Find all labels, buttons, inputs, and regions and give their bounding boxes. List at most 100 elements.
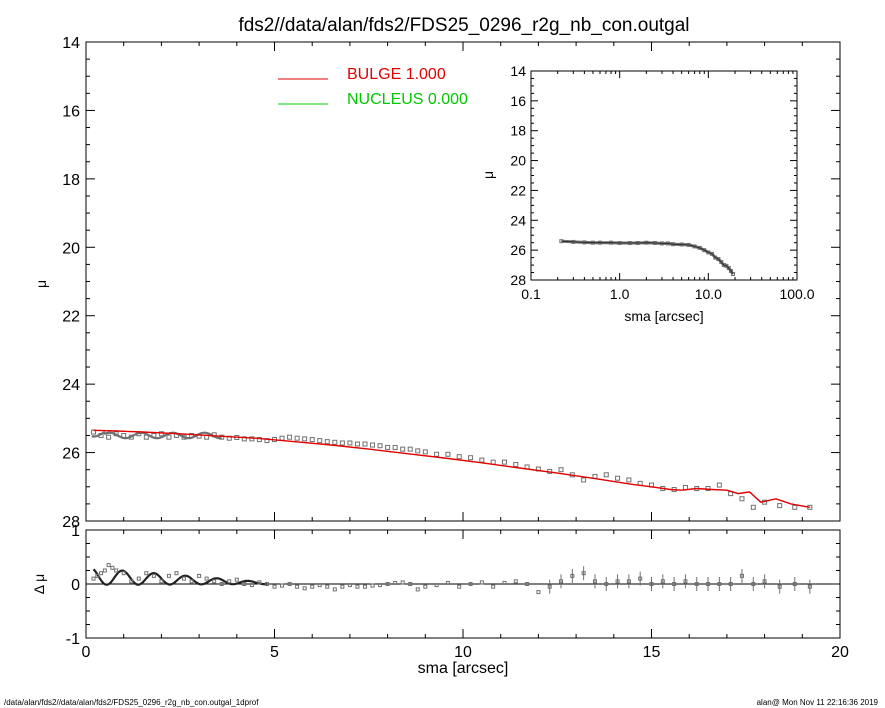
residual-data-point: [378, 583, 383, 588]
inset-y-tick-label: 22: [510, 182, 526, 198]
residual-data-point: [310, 584, 315, 589]
data-point: [294, 435, 300, 441]
data-point: [626, 477, 632, 483]
residual-data-point: [513, 579, 518, 584]
residual-data-point: [144, 571, 149, 576]
residual-data-point: [102, 568, 107, 573]
inset-x-axis-label: sma [arcsec]: [624, 308, 703, 324]
residual-data-point: [683, 579, 688, 584]
residual-data-point: [604, 582, 609, 586]
data-point: [682, 484, 688, 490]
residual-data-point: [151, 573, 156, 578]
main-y-tick-label: 14: [62, 35, 80, 52]
inset-data-point: [697, 245, 702, 250]
residual-data-point: [99, 571, 104, 576]
data-point: [287, 434, 293, 440]
inset-data-point: [706, 250, 711, 255]
residual-data-point: [434, 583, 439, 588]
residual-data-point: [479, 580, 484, 585]
main-y-tick-label: 18: [62, 172, 80, 189]
residual-data-point: [547, 584, 552, 589]
residual-data-point: [159, 579, 164, 584]
data-point: [739, 496, 745, 502]
residual-data-point: [212, 579, 217, 584]
data-point: [354, 441, 360, 447]
residual-data-point: [457, 584, 462, 589]
inset-data-point: [702, 248, 707, 253]
plot-title: fds2//data/alan/fds2/FDS25_0296_r2g_nb_c…: [238, 15, 689, 36]
data-point: [513, 462, 519, 468]
data-point: [407, 446, 413, 452]
residual-data-point: [393, 580, 398, 585]
data-point: [468, 455, 474, 461]
residual-data-point: [672, 582, 677, 586]
residual-data-point: [340, 584, 345, 589]
inset-data-point: [721, 263, 726, 268]
residual-data-point: [227, 579, 232, 584]
inset-y-tick-label: 26: [510, 242, 526, 258]
residual-data-point: [325, 584, 330, 589]
residual-data-point: [502, 580, 507, 585]
residual-data-point: [106, 563, 111, 568]
residual-data-point: [660, 579, 665, 584]
residual-data-point: [129, 579, 134, 584]
residual-data-point: [423, 584, 428, 589]
residual-data-point: [491, 584, 496, 589]
residual-data-point: [739, 573, 744, 578]
residual-y-tick-labels: 1 0 -1: [66, 523, 80, 648]
main-y-tick-label: 26: [62, 446, 80, 463]
residual-data-point: [355, 584, 360, 589]
residual-data-point: [445, 580, 450, 585]
residual-data-point: [706, 582, 711, 586]
data-point: [302, 436, 308, 442]
residual-data-point: [415, 587, 420, 592]
inset-data-point: [728, 269, 733, 274]
inset-y-tick-label: 24: [510, 212, 526, 228]
residual-data-point: [264, 582, 269, 586]
inset-ticks: [530, 70, 797, 281]
main-ticks: [85, 41, 841, 522]
residual-data-point: [408, 582, 413, 586]
inset-data-point: [731, 272, 736, 277]
inset-x-tick-label: 0.1: [521, 286, 541, 302]
main-panel: 14 16 18 20 22 24 26 28 μ BULGE 1.000 NUCLEUS 0…: [33, 35, 841, 531]
main-y-tick-label: 24: [62, 377, 80, 394]
inset-x-tick-label: 10.0: [695, 286, 722, 302]
inset-x-tick-label: 100.0: [779, 286, 814, 302]
legend-bulge-label: BULGE 1.000: [347, 66, 446, 83]
residual-data-point: [121, 571, 126, 576]
data-point: [603, 472, 609, 478]
main-data-points: [91, 429, 813, 510]
residual-data-point: [615, 579, 620, 584]
residual-data-point: [370, 583, 375, 588]
data-point: [750, 504, 756, 510]
data-point: [558, 467, 564, 473]
data-point: [385, 444, 391, 450]
main-y-tick-label: 20: [62, 240, 80, 257]
residual-data-point: [182, 576, 187, 581]
main-y-tick-label: 22: [62, 309, 80, 326]
residual-x-tick-label: 20: [831, 644, 849, 661]
inset-y-tick-label: 28: [510, 272, 526, 288]
residual-data-point: [626, 579, 631, 584]
residual-data-point: [362, 584, 367, 589]
residual-data-point: [302, 586, 307, 591]
data-point: [501, 459, 507, 465]
residual-data-point: [280, 583, 285, 588]
residual-data-point: [234, 577, 239, 582]
data-point: [362, 441, 368, 447]
data-point: [377, 443, 383, 449]
data-point: [317, 438, 323, 444]
main-y-axis-label: μ: [33, 280, 49, 288]
data-point: [279, 435, 285, 441]
main-y-tick-label: 28: [62, 514, 80, 531]
residual-data-point: [762, 579, 767, 584]
residual-data-point: [91, 576, 96, 581]
residual-data-point: [592, 579, 597, 584]
inset-frame: [530, 70, 798, 281]
main-y-tick-labels: 14 16 18 20 22 24 26 28: [62, 35, 80, 531]
footer-timestamp: alan@ Mon Nov 11 22:16:36 2019: [756, 698, 878, 707]
residual-data-point: [249, 583, 254, 588]
data-point: [309, 437, 315, 443]
